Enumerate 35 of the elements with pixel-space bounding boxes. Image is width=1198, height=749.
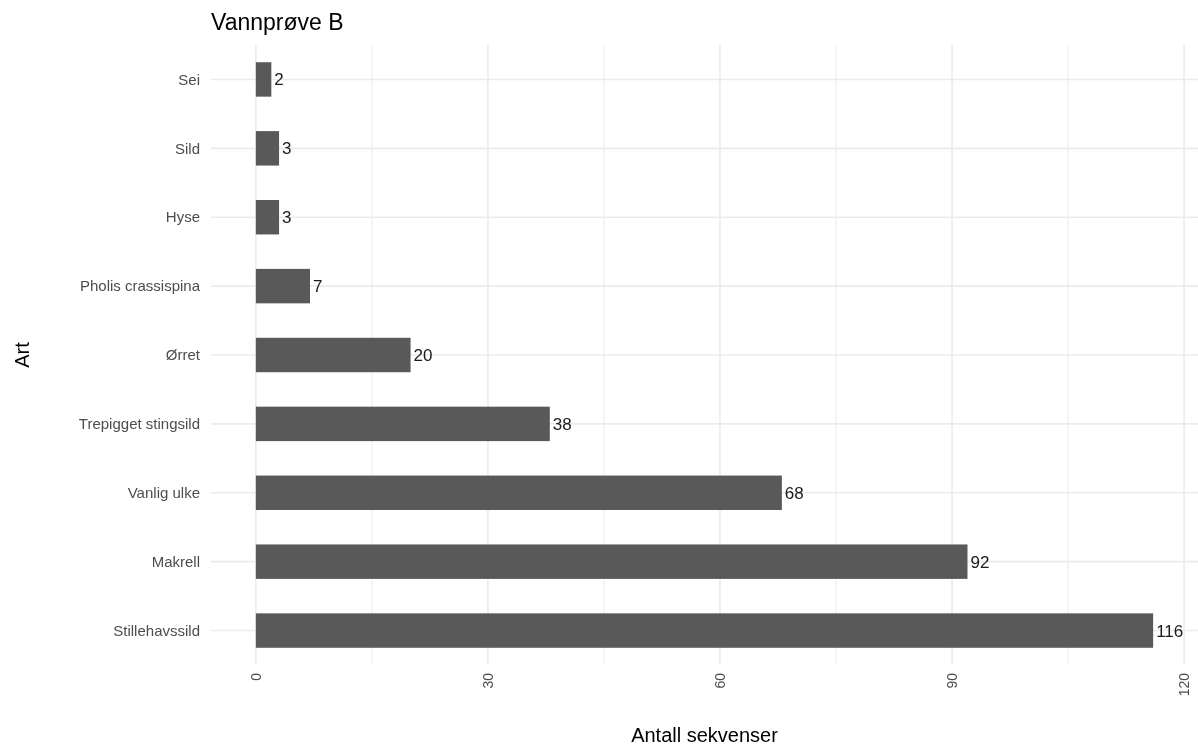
y-tick-label: Hyse xyxy=(165,208,200,226)
x-tick-label: 120 xyxy=(1175,672,1192,697)
y-tick-label: Sild xyxy=(174,139,200,157)
bar xyxy=(255,337,411,373)
data-label: 92 xyxy=(970,552,990,572)
x-axis-title: Antall sekvenser xyxy=(631,724,779,746)
y-tick-label: Makrell xyxy=(151,552,200,570)
data-label: 3 xyxy=(282,139,292,159)
y-tick-label: Sei xyxy=(178,70,200,88)
x-tick-label: 90 xyxy=(943,672,960,689)
bar xyxy=(255,475,782,510)
data-label: 38 xyxy=(552,414,572,434)
bar xyxy=(255,200,280,235)
y-tick-label: Pholis crassispina xyxy=(79,277,201,295)
y-tick-label: Stillehavssild xyxy=(113,621,200,639)
data-label: 3 xyxy=(282,208,292,228)
bar xyxy=(255,406,550,442)
chart-title: Vannprøve B xyxy=(211,9,344,35)
x-tick-label: 0 xyxy=(247,672,264,681)
y-tick-label: Trepigget stingsild xyxy=(78,415,200,433)
bar xyxy=(255,544,968,579)
bar xyxy=(255,62,272,97)
data-label: 20 xyxy=(413,345,433,365)
y-tick-label: Ørret xyxy=(165,346,201,364)
y-axis-title: Art xyxy=(11,341,33,368)
bar xyxy=(255,613,1154,648)
bar xyxy=(255,268,311,304)
data-label: 2 xyxy=(274,70,284,90)
x-tick-label: 60 xyxy=(711,672,728,689)
data-label: 7 xyxy=(313,277,323,297)
x-tick-label: 30 xyxy=(479,672,496,689)
data-label: 116 xyxy=(1156,621,1184,641)
y-tick-label: Vanlig ulke xyxy=(127,484,200,502)
data-label: 68 xyxy=(784,483,804,503)
bar xyxy=(255,131,280,166)
